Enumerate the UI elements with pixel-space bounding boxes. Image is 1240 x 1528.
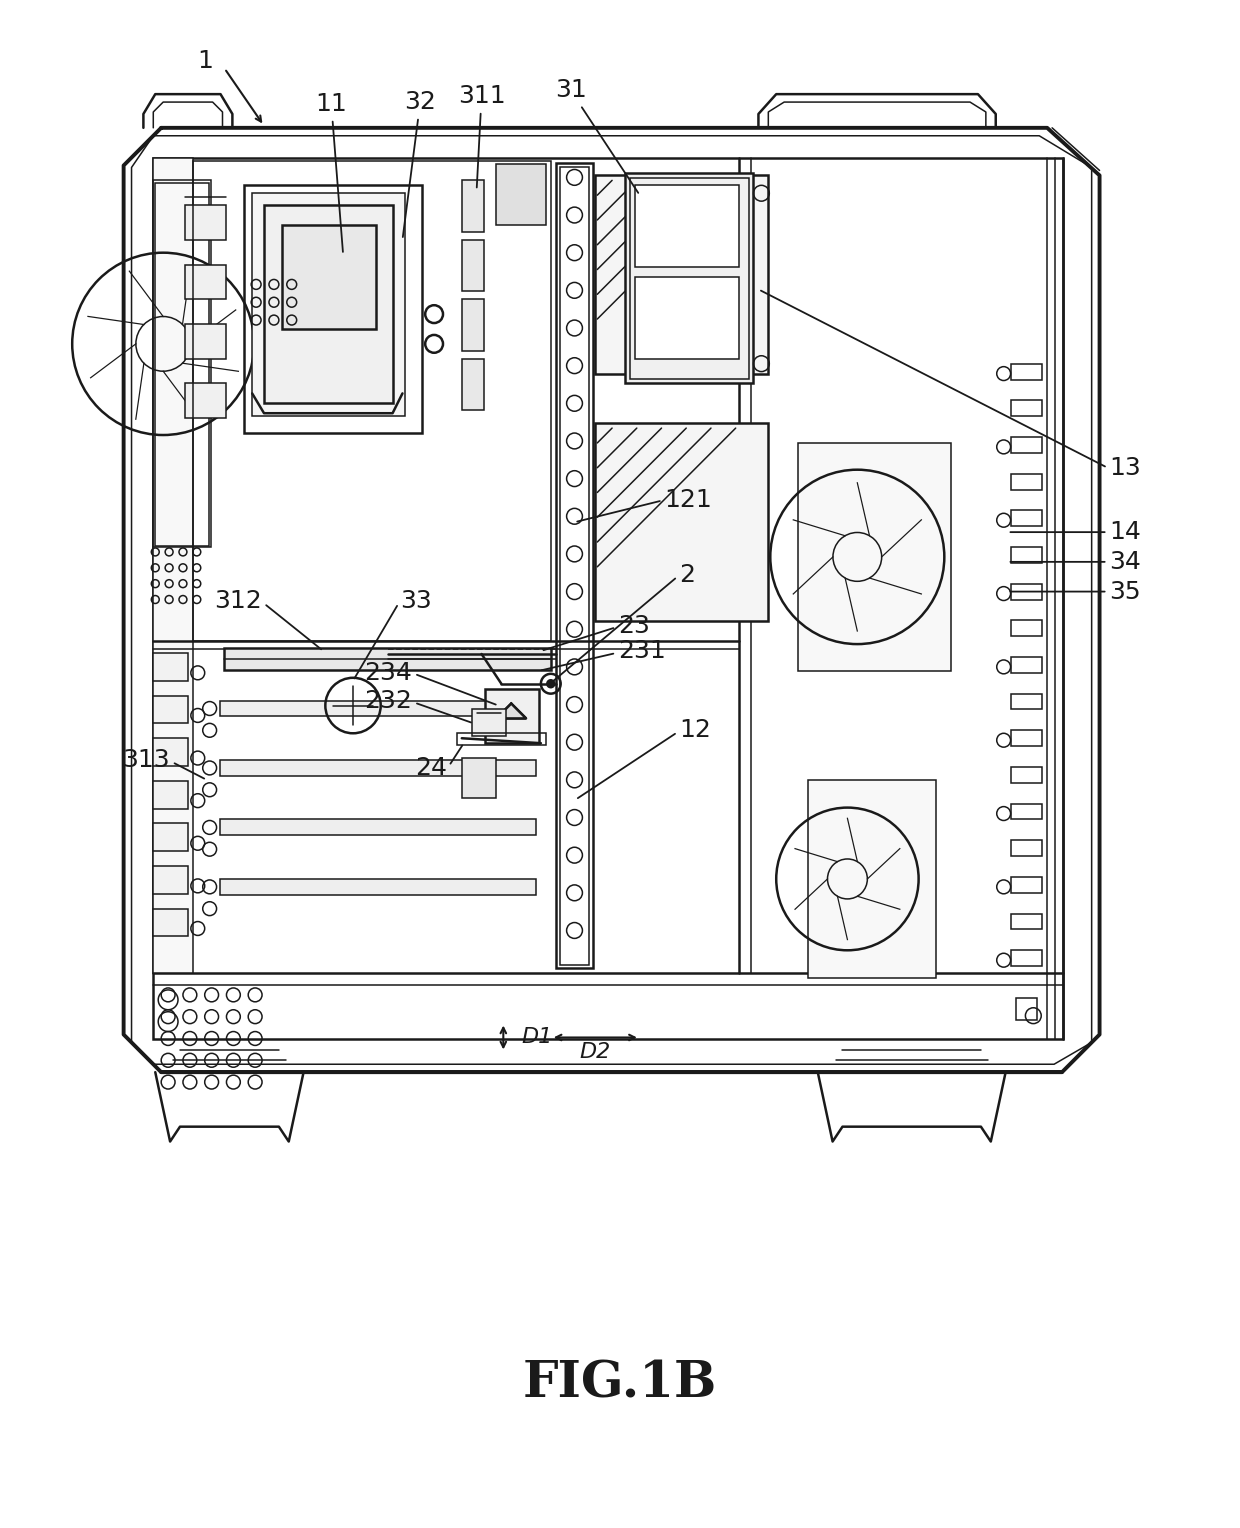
Text: 121: 121 [665,489,712,512]
Bar [556,162,593,969]
Text: 11: 11 [315,92,347,252]
Bar [1011,547,1042,562]
Bar [808,779,936,978]
Bar [461,299,484,351]
Bar [1011,437,1042,452]
Text: D1: D1 [521,1027,552,1048]
Bar [1016,998,1038,1019]
Bar [193,160,551,642]
Text: 2: 2 [680,562,696,587]
Text: 311: 311 [458,84,506,188]
Bar [635,278,739,359]
Bar [471,709,506,736]
Text: 1: 1 [197,49,212,73]
Bar [1011,950,1042,966]
Text: 35: 35 [1110,579,1141,604]
Text: 24: 24 [415,756,446,779]
Bar [219,819,536,836]
Bar [1011,840,1042,856]
Bar [154,909,188,937]
Bar [154,866,188,894]
Text: D2: D2 [579,1042,611,1062]
Bar [155,183,208,545]
Bar [154,157,1063,1039]
Bar [1011,584,1042,599]
Text: 312: 312 [215,590,262,613]
Bar [219,759,536,776]
Bar [1011,657,1042,672]
Bar [456,733,546,746]
Bar [224,648,551,669]
Bar [1011,730,1042,746]
Bar [1011,914,1042,929]
Text: 12: 12 [680,718,712,743]
Polygon shape [496,703,526,718]
Bar [1011,474,1042,489]
Bar [461,758,496,798]
Bar [1011,620,1042,636]
Bar [1011,364,1042,379]
Bar [635,185,739,266]
Bar [559,168,589,966]
Bar [154,781,188,808]
Text: 33: 33 [401,590,433,613]
Text: 13: 13 [1110,455,1141,480]
Bar [461,359,484,410]
Text: 34: 34 [1110,550,1141,575]
Text: 231: 231 [618,639,666,663]
Bar [485,689,539,743]
Bar [496,163,546,225]
Text: 32: 32 [403,90,436,237]
Bar [252,193,405,416]
Bar [1011,804,1042,819]
Bar [154,738,188,766]
Bar [625,173,754,384]
Bar [595,176,769,373]
Bar [154,180,211,547]
Bar [461,180,484,232]
Bar [1011,767,1042,782]
Text: 23: 23 [618,614,650,639]
Bar [1011,510,1042,526]
Bar [185,205,227,240]
Bar [154,824,188,851]
Circle shape [547,680,554,688]
Bar [1011,400,1042,416]
Text: 313: 313 [123,749,170,772]
Bar [264,205,393,403]
Bar [154,157,193,973]
Bar [154,652,188,681]
Bar [185,384,227,419]
Bar [1011,694,1042,709]
Bar [185,324,227,359]
Bar [799,443,951,671]
Bar [461,240,484,292]
Text: FIG.1B: FIG.1B [523,1360,717,1409]
Bar [154,695,188,723]
Bar [219,700,536,717]
Bar [219,879,536,895]
Bar [630,179,749,379]
Text: 232: 232 [365,689,413,712]
Bar [185,264,227,299]
Bar [244,185,423,432]
Text: 234: 234 [365,660,413,685]
Bar [281,225,376,329]
Text: 14: 14 [1110,520,1141,544]
Text: 31: 31 [554,78,639,193]
Bar [1011,877,1042,892]
Bar [595,423,769,622]
